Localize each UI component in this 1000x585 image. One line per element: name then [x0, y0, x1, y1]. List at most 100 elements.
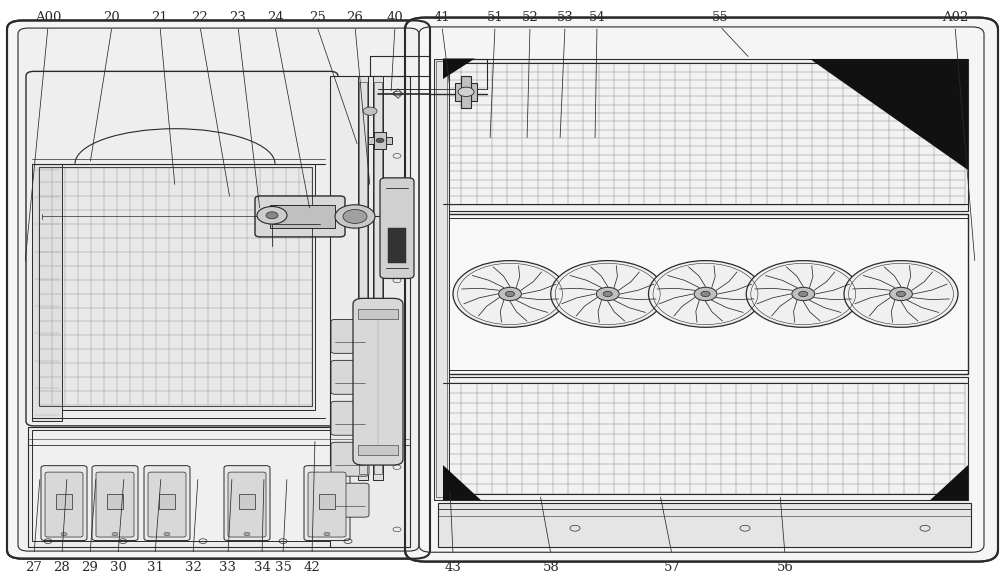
- Polygon shape: [159, 494, 175, 509]
- Text: 27: 27: [26, 561, 42, 574]
- FancyBboxPatch shape: [331, 442, 369, 476]
- Circle shape: [363, 107, 377, 115]
- FancyBboxPatch shape: [92, 466, 138, 541]
- Polygon shape: [388, 228, 406, 263]
- Circle shape: [244, 532, 250, 536]
- Polygon shape: [28, 427, 409, 547]
- FancyBboxPatch shape: [26, 71, 338, 426]
- Text: A00: A00: [35, 11, 61, 24]
- Text: 35: 35: [275, 561, 291, 574]
- Polygon shape: [810, 58, 968, 170]
- Polygon shape: [443, 465, 481, 500]
- Text: 53: 53: [557, 11, 573, 24]
- FancyBboxPatch shape: [228, 472, 266, 537]
- Circle shape: [799, 291, 808, 297]
- Circle shape: [648, 260, 763, 328]
- FancyBboxPatch shape: [18, 28, 419, 551]
- FancyBboxPatch shape: [304, 466, 350, 541]
- Circle shape: [453, 260, 567, 328]
- Text: 41: 41: [434, 11, 450, 24]
- Circle shape: [596, 287, 619, 301]
- FancyBboxPatch shape: [144, 466, 190, 541]
- Circle shape: [112, 532, 118, 536]
- Circle shape: [458, 87, 474, 97]
- Polygon shape: [455, 83, 477, 101]
- Circle shape: [844, 260, 958, 328]
- FancyBboxPatch shape: [224, 466, 270, 541]
- Polygon shape: [32, 164, 62, 421]
- Circle shape: [505, 291, 515, 297]
- FancyBboxPatch shape: [96, 472, 134, 537]
- FancyBboxPatch shape: [308, 472, 346, 537]
- Text: 30: 30: [110, 561, 126, 574]
- Text: 57: 57: [664, 561, 680, 574]
- Polygon shape: [358, 445, 398, 455]
- Polygon shape: [107, 494, 123, 509]
- FancyBboxPatch shape: [353, 298, 403, 465]
- Circle shape: [343, 209, 367, 223]
- FancyBboxPatch shape: [45, 472, 83, 537]
- Polygon shape: [461, 76, 471, 108]
- Circle shape: [499, 287, 521, 301]
- Polygon shape: [443, 214, 968, 374]
- Text: A02: A02: [942, 11, 968, 24]
- FancyBboxPatch shape: [7, 20, 430, 559]
- Text: 43: 43: [445, 561, 461, 574]
- FancyBboxPatch shape: [41, 466, 87, 541]
- Polygon shape: [36, 164, 315, 410]
- Polygon shape: [239, 494, 255, 509]
- Text: 42: 42: [304, 561, 320, 574]
- Text: 26: 26: [347, 11, 363, 24]
- FancyBboxPatch shape: [331, 319, 369, 353]
- FancyBboxPatch shape: [331, 360, 369, 394]
- Polygon shape: [368, 137, 392, 144]
- Circle shape: [551, 260, 665, 328]
- FancyBboxPatch shape: [148, 472, 186, 537]
- Text: 25: 25: [309, 11, 325, 24]
- Circle shape: [257, 207, 287, 224]
- Circle shape: [896, 291, 906, 297]
- Polygon shape: [434, 58, 449, 500]
- Circle shape: [603, 291, 612, 297]
- Circle shape: [61, 532, 67, 536]
- Text: 21: 21: [152, 11, 168, 24]
- Circle shape: [694, 287, 717, 301]
- Circle shape: [701, 291, 710, 297]
- Circle shape: [266, 212, 278, 219]
- Text: 22: 22: [192, 11, 208, 24]
- Polygon shape: [330, 76, 410, 547]
- Text: 20: 20: [104, 11, 120, 24]
- Polygon shape: [319, 494, 335, 509]
- Circle shape: [164, 532, 170, 536]
- Text: 32: 32: [185, 561, 201, 574]
- Text: 54: 54: [589, 11, 605, 24]
- Text: 58: 58: [543, 561, 559, 574]
- Polygon shape: [443, 58, 968, 211]
- Circle shape: [746, 260, 860, 328]
- Circle shape: [890, 287, 912, 301]
- Text: 28: 28: [54, 561, 70, 574]
- Circle shape: [335, 205, 375, 228]
- Polygon shape: [443, 58, 475, 79]
- FancyBboxPatch shape: [255, 196, 345, 237]
- Circle shape: [324, 532, 330, 536]
- Text: 40: 40: [387, 11, 403, 24]
- Polygon shape: [56, 494, 72, 509]
- Text: 31: 31: [147, 561, 163, 574]
- Polygon shape: [358, 76, 368, 480]
- Text: 51: 51: [487, 11, 503, 24]
- Circle shape: [792, 287, 815, 301]
- FancyBboxPatch shape: [331, 483, 369, 517]
- FancyBboxPatch shape: [405, 18, 998, 562]
- Polygon shape: [270, 205, 335, 228]
- Text: 24: 24: [267, 11, 283, 24]
- FancyBboxPatch shape: [331, 401, 369, 435]
- Polygon shape: [358, 309, 398, 319]
- Circle shape: [376, 138, 384, 143]
- Text: 34: 34: [254, 561, 270, 574]
- Text: 55: 55: [712, 11, 728, 24]
- Polygon shape: [930, 465, 968, 500]
- Polygon shape: [443, 377, 968, 500]
- Text: 29: 29: [82, 561, 98, 574]
- Polygon shape: [438, 503, 971, 547]
